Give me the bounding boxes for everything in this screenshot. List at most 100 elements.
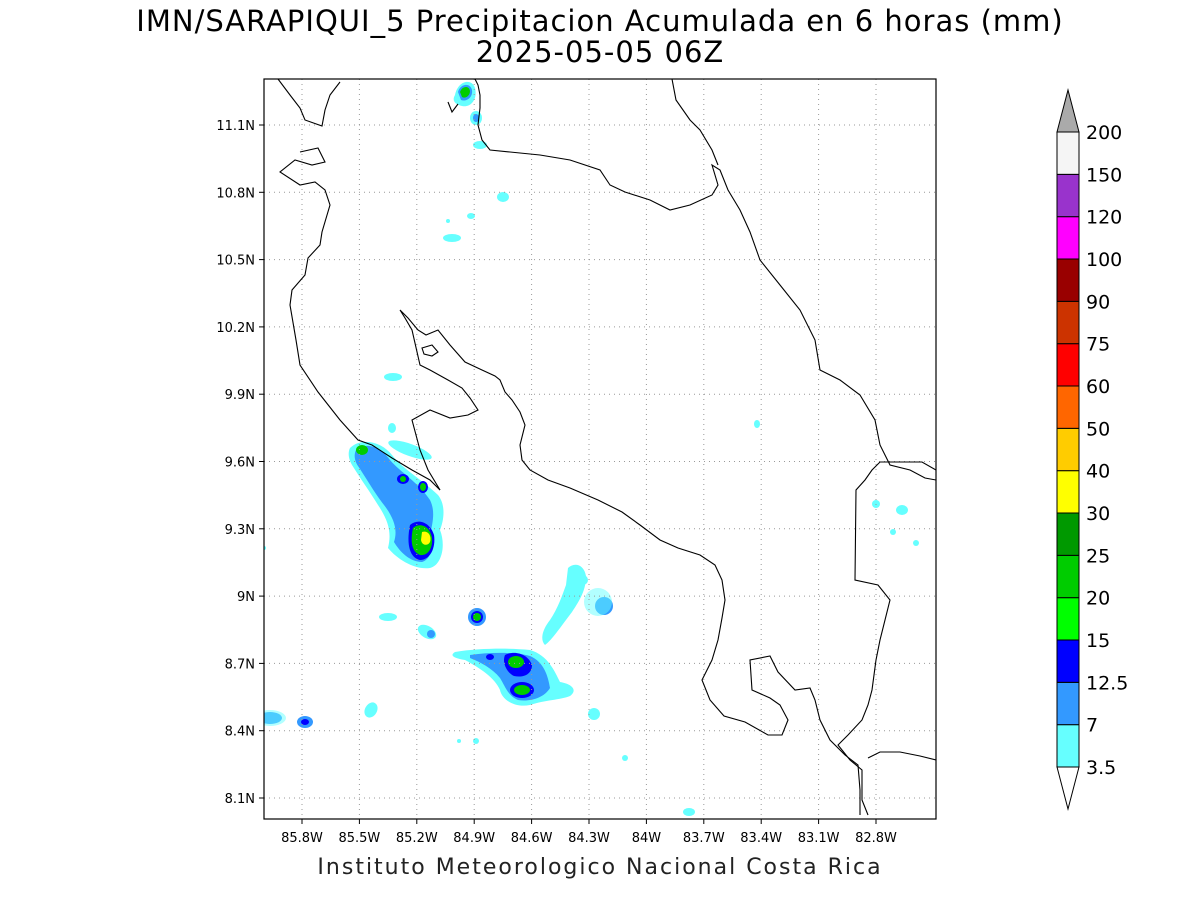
precip-shade-light xyxy=(497,192,509,202)
colorbar-level-label: 20 xyxy=(1086,588,1110,610)
lat-tick-label: 9.9N xyxy=(225,388,255,403)
colorbar-swatch xyxy=(1056,427,1080,472)
precip-shade-light xyxy=(457,739,461,743)
precip-shade-light xyxy=(896,505,908,515)
colorbar-level-label: 75 xyxy=(1086,334,1110,356)
footer-credit: Instituto Meteorologico Nacional Costa R… xyxy=(317,855,883,880)
panama-coast-south xyxy=(867,751,936,761)
colorbar-swatch xyxy=(1056,258,1080,302)
lat-tick-label: 10.8N xyxy=(216,186,255,201)
lon-tick-label: 84W xyxy=(632,831,662,846)
precip-shade-green xyxy=(473,613,481,621)
precip-shade-light xyxy=(584,588,612,616)
colorbar-level-label: 90 xyxy=(1086,291,1110,313)
precip-shade-light xyxy=(588,708,600,720)
precip-shade-light xyxy=(388,440,432,460)
precip-shade-light xyxy=(379,613,397,621)
axis-ticks: 85.8W 85.5W 85.2W 84.9W 84.6W 84.3W 84W 83.7W 83… xyxy=(216,119,897,846)
lon-tick-label: 85.2W xyxy=(396,831,438,846)
map-gridlines xyxy=(264,79,936,819)
colorbar-bottom-tip xyxy=(1056,766,1080,811)
precip-shade-green xyxy=(400,476,406,482)
lat-tick-label: 10.5N xyxy=(216,254,255,269)
gulf-of-nicoya xyxy=(399,309,861,815)
lat-tick-label: 11.1N xyxy=(216,119,255,134)
lat-tick-label: 9.3N xyxy=(225,523,255,538)
colorbar-level-label: 60 xyxy=(1086,376,1110,398)
map-title-line1: IMN/SARAPIQUI_5 Precipitacion Acumulada … xyxy=(136,4,1064,38)
colorbar-swatch xyxy=(1056,216,1080,260)
lon-tick-label: 84.3W xyxy=(568,831,610,846)
lon-tick-label: 84.9W xyxy=(453,831,495,846)
northern-coast xyxy=(671,79,719,166)
map-title-line2: 2025-05-05 06Z xyxy=(475,35,725,69)
colorbar: 3.5 7 12.5 15 20 25 30 40 50 60 75 90 100 120 150 200 xyxy=(1056,88,1128,811)
colorbar-level-label: 12.5 xyxy=(1086,672,1128,694)
caribbean-coast xyxy=(474,79,936,481)
colorbar-swatch xyxy=(1056,554,1080,599)
colorbar-level-label: 150 xyxy=(1086,164,1122,186)
precip-shade-light xyxy=(473,141,487,149)
precip-shade-light xyxy=(622,755,628,761)
precip-shade-light xyxy=(683,808,695,816)
precip-shade-green xyxy=(460,86,470,98)
precip-shade-green xyxy=(356,445,368,455)
colorbar-level-label: 7 xyxy=(1086,715,1098,737)
colorbar-level-label: 15 xyxy=(1086,630,1110,652)
precip-layer xyxy=(264,81,919,816)
map-frame xyxy=(263,78,937,820)
precip-shade-light xyxy=(754,420,760,428)
island-nicoya xyxy=(421,344,439,357)
precip-shade-green xyxy=(514,685,530,695)
nicaragua-border-coast xyxy=(277,79,341,127)
lon-tick-label: 83.1W xyxy=(798,831,840,846)
precip-shade-light xyxy=(578,575,588,585)
lon-tick-label: 83.7W xyxy=(683,831,725,846)
colorbar-swatch xyxy=(1056,300,1080,345)
lat-tick-label: 8.4N xyxy=(225,725,255,740)
small-inlet xyxy=(447,101,459,114)
colorbar-swatch xyxy=(1056,681,1080,726)
colorbar-level-label: 200 xyxy=(1086,122,1122,144)
lat-tick-label: 10.2N xyxy=(216,321,255,336)
pacific-coast-north xyxy=(279,147,441,491)
colorbar-level-label: 3.5 xyxy=(1086,757,1116,779)
precip-shade-blue xyxy=(486,654,494,660)
precip-shade-light xyxy=(473,738,479,744)
lat-tick-label: 8.7N xyxy=(225,657,255,672)
precip-shade-light xyxy=(913,540,919,546)
colorbar-level-label: 120 xyxy=(1086,207,1122,229)
colorbar-swatch xyxy=(1056,512,1080,556)
colorbar-top-tip xyxy=(1056,88,1080,133)
coastlines xyxy=(277,79,936,816)
panama-border xyxy=(837,461,936,816)
colorbar-swatch xyxy=(1056,385,1080,429)
precip-shade-green xyxy=(508,656,524,668)
precip-shade-light xyxy=(542,564,586,645)
colorbar-level-label: 30 xyxy=(1086,503,1110,525)
colorbar-swatch xyxy=(1056,343,1080,387)
colorbar-level-label: 40 xyxy=(1086,461,1110,483)
precip-shade-light xyxy=(443,234,461,242)
colorbar-swatch xyxy=(1056,131,1080,175)
precip-shade-mid xyxy=(427,630,435,638)
lon-tick-label: 83.4W xyxy=(740,831,782,846)
precip-shade-light xyxy=(417,624,437,640)
lon-tick-label: 82.8W xyxy=(855,831,897,846)
precip-shade-light xyxy=(446,219,450,223)
colorbar-swatch xyxy=(1056,724,1080,768)
precip-shade-light xyxy=(890,529,896,535)
precip-shade-green xyxy=(420,483,426,491)
colorbar-level-label: 100 xyxy=(1086,249,1122,271)
colorbar-swatch xyxy=(1056,639,1080,683)
colorbar-swatch xyxy=(1056,597,1080,641)
precip-shade-light xyxy=(384,373,402,381)
precip-shade-blue xyxy=(301,719,309,725)
lat-tick-label: 9N xyxy=(237,590,255,605)
lon-tick-label: 85.8W xyxy=(281,831,323,846)
colorbar-swatch xyxy=(1056,173,1080,218)
colorbar-level-label: 50 xyxy=(1086,418,1110,440)
colorbar-swatch xyxy=(1056,470,1080,514)
precip-shade-mid xyxy=(364,702,378,718)
